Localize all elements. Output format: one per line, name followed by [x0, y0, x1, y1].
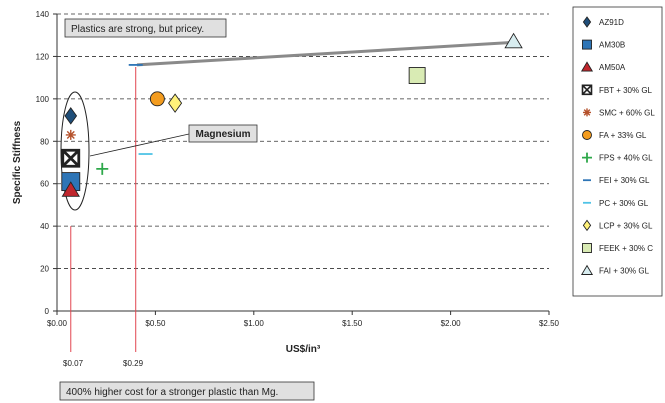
legend-label: FPS + 40% GL — [599, 154, 653, 163]
data-point-3 — [61, 181, 80, 197]
top-note-text: Plastics are strong, but pricey. — [71, 24, 204, 35]
y-tick-label: 0 — [45, 307, 50, 316]
magnesium-label-box — [188, 124, 258, 143]
data-point-10 — [168, 93, 183, 113]
legend-marker-12 — [580, 264, 594, 275]
y-tick-label: 80 — [40, 137, 49, 146]
magnesium-label: Magnesium — [195, 129, 250, 140]
y-tick-label: 40 — [40, 222, 49, 231]
legend-label: SMC + 60% GL — [599, 108, 655, 117]
y-tick-label: 120 — [36, 52, 50, 61]
annotations: Plastics are strong, but pricey. $0.07 $0.… — [59, 18, 510, 401]
x-axis-title: US$/in³ — [286, 344, 321, 355]
y-tick-label: 140 — [36, 10, 50, 19]
x-tick-label: $1.50 — [342, 319, 363, 328]
legend-label: FEEK + 30% C — [599, 244, 653, 253]
data-point-7 — [96, 162, 109, 175]
bottom-note-text: 400% higher cost for a stronger plastic … — [66, 387, 278, 398]
legend-marker-3 — [580, 61, 594, 72]
legend-marker-1 — [582, 16, 592, 28]
legend-label: LCP + 30% GL — [599, 221, 653, 230]
magnesium-leader-line — [89, 133, 190, 157]
legend-label: AM30B — [599, 41, 625, 50]
y-tick-label: 60 — [40, 180, 49, 189]
y-axis-title: Specific Stiffness — [12, 120, 23, 204]
x-tick-label: $0.00 — [47, 319, 68, 328]
axes: 0 20 40 60 80 100 120 140 $0.00 $0.50 $1.00 $1.50 $2… — [12, 10, 560, 355]
price-marker-label: $0.07 — [63, 359, 84, 368]
data-point-6 — [149, 91, 165, 107]
x-tick-label: $0.50 — [145, 319, 166, 328]
legend-label: FBT + 30% GL — [599, 86, 653, 95]
legend-marker-2 — [582, 39, 592, 50]
plastics-connector-line — [136, 41, 510, 67]
x-tick-label: $1.00 — [244, 319, 265, 328]
legend-label: PC + 30% GL — [599, 199, 649, 208]
legend-marker-5 — [583, 108, 591, 117]
legend-marker-4 — [581, 84, 593, 96]
data-points — [61, 32, 523, 197]
legend-marker-7 — [582, 152, 592, 163]
data-point-1 — [64, 107, 78, 125]
legend-marker-10 — [582, 219, 592, 232]
legend-marker-11 — [582, 243, 592, 253]
x-tick-label: $2.00 — [441, 319, 462, 328]
data-point-5 — [65, 129, 76, 140]
legend-label: AM50A — [599, 63, 626, 72]
legend-label: FEI + 30% GL — [599, 176, 650, 185]
bottom-note-box — [59, 381, 315, 401]
legend: AZ91D AM30B AM50A FBT + 30% GL SMC + 60% GL F… — [572, 6, 663, 297]
y-tick-label: 100 — [36, 95, 50, 104]
legend-label: AZ91D — [599, 18, 624, 27]
magnesium-group-ellipse — [60, 91, 90, 211]
data-point-4 — [61, 148, 81, 168]
legend-label: FAI + 30% GL — [599, 267, 650, 276]
data-point-11 — [408, 67, 426, 84]
legend-label: FA + 33% GL — [599, 131, 647, 140]
x-tick-label: $2.50 — [539, 319, 560, 328]
y-tick-label: 20 — [40, 265, 49, 274]
price-marker-label: $0.29 — [123, 359, 144, 368]
legend-marker-6 — [582, 130, 592, 140]
grid-lines — [57, 13, 549, 269]
data-point-12 — [504, 32, 523, 49]
top-note-box — [64, 18, 227, 38]
